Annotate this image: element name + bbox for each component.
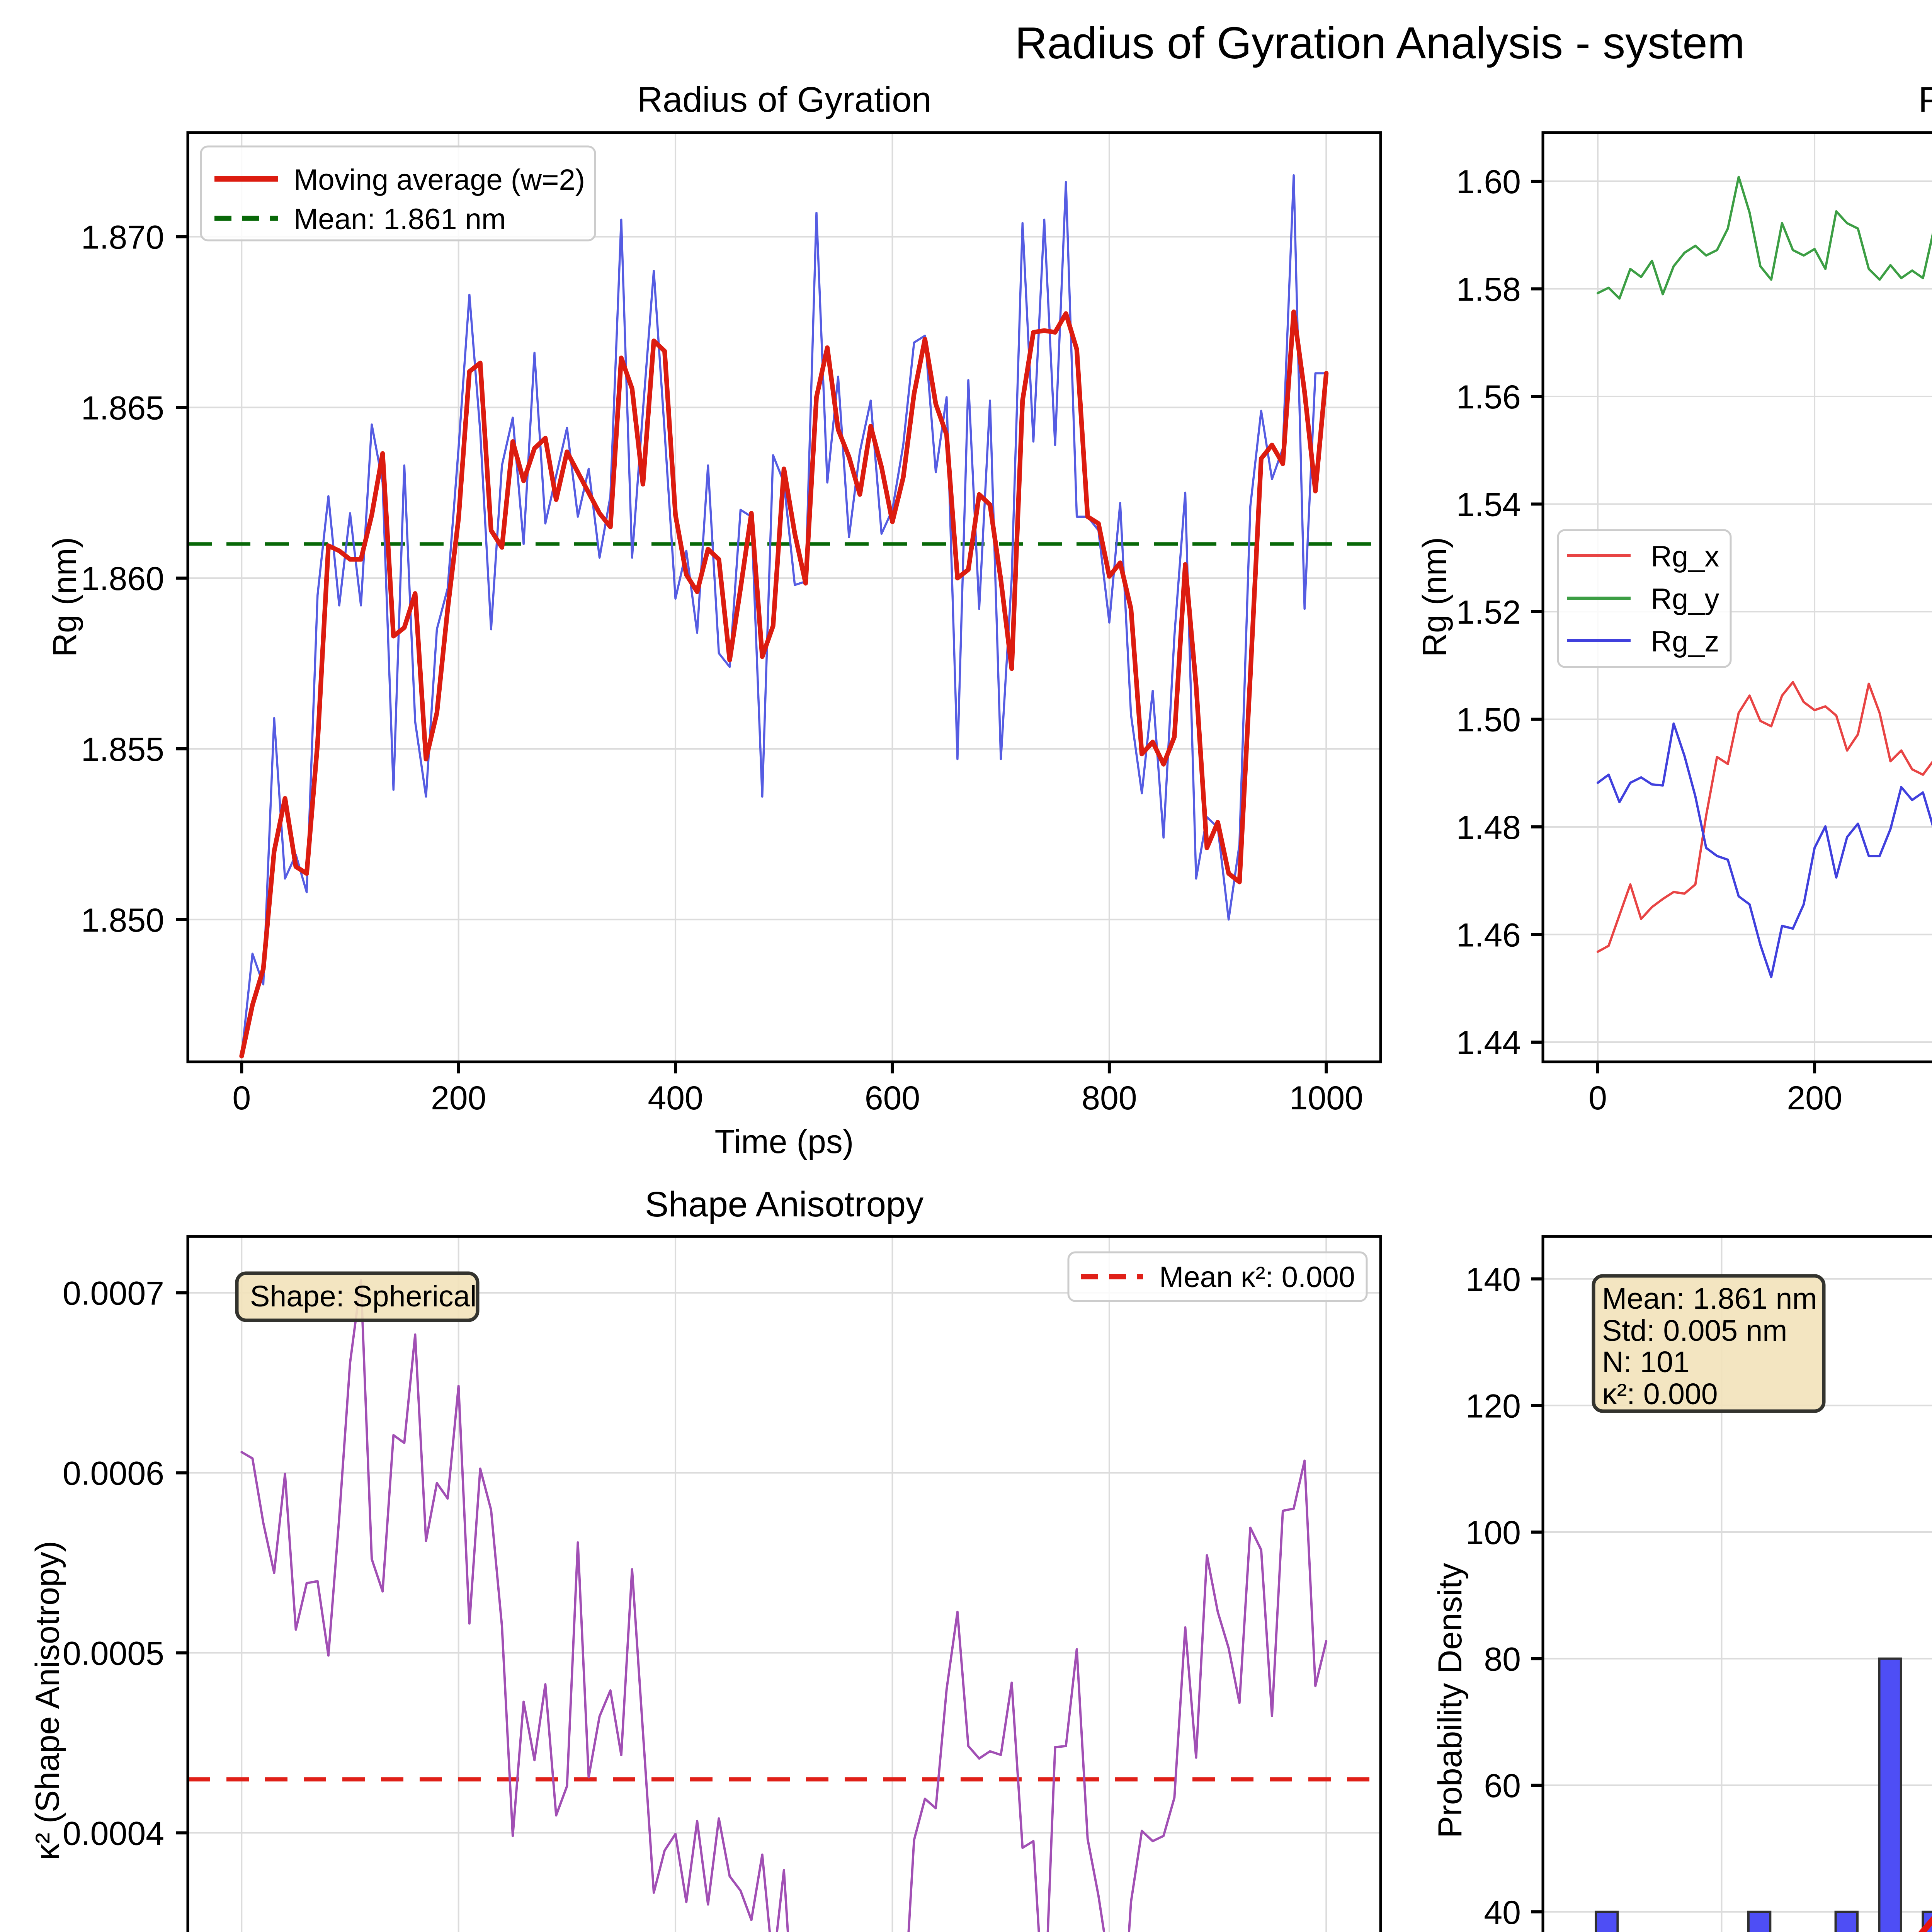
- svg-text:60: 60: [1484, 1767, 1521, 1804]
- svg-text:1.870: 1.870: [81, 219, 164, 256]
- svg-text:100: 100: [1466, 1514, 1521, 1551]
- svg-text:1.850: 1.850: [81, 902, 164, 939]
- svg-text:40: 40: [1484, 1894, 1521, 1931]
- svg-text:200: 200: [1787, 1080, 1842, 1117]
- svg-text:200: 200: [431, 1080, 486, 1117]
- svg-text:1.44: 1.44: [1456, 1024, 1521, 1061]
- svg-text:Rg (nm): Rg (nm): [46, 537, 83, 657]
- svg-text:800: 800: [1082, 1080, 1137, 1117]
- svg-text:0: 0: [232, 1080, 251, 1117]
- svg-text:1.860: 1.860: [81, 560, 164, 597]
- svg-text:κ²: 0.000: κ²: 0.000: [1602, 1378, 1718, 1411]
- svg-text:Shape Anisotropy: Shape Anisotropy: [645, 1185, 923, 1224]
- svg-text:1.50: 1.50: [1456, 702, 1521, 739]
- svg-text:1.58: 1.58: [1456, 271, 1521, 308]
- svg-text:Mean κ²: 0.000: Mean κ²: 0.000: [1159, 1261, 1355, 1294]
- svg-text:1.865: 1.865: [81, 389, 164, 427]
- svg-text:1.855: 1.855: [81, 731, 164, 768]
- svg-text:1.54: 1.54: [1456, 486, 1521, 524]
- svg-text:N: 101: N: 101: [1602, 1345, 1690, 1379]
- svg-text:1000: 1000: [1289, 1080, 1363, 1117]
- svg-text:0.0006: 0.0006: [63, 1455, 164, 1492]
- svg-text:Radius of Gyration Analysis -: Radius of Gyration Analysis - system: [1015, 18, 1745, 68]
- svg-text:Rg_z: Rg_z: [1651, 625, 1719, 658]
- svg-text:1.52: 1.52: [1456, 594, 1521, 631]
- svg-text:Probability Density: Probability Density: [1432, 1563, 1469, 1838]
- svg-text:Mean: 1.861 nm: Mean: 1.861 nm: [294, 203, 506, 236]
- svg-text:400: 400: [648, 1080, 703, 1117]
- svg-text:Radius of Gyration: Radius of Gyration: [637, 80, 932, 119]
- svg-text:1.56: 1.56: [1456, 379, 1521, 416]
- svg-text:0: 0: [1588, 1080, 1607, 1117]
- svg-text:Moving average (w=2): Moving average (w=2): [294, 163, 585, 196]
- svg-text:Std: 0.005 nm: Std: 0.005 nm: [1602, 1314, 1787, 1347]
- svg-text:140: 140: [1466, 1261, 1521, 1298]
- svg-text:1.46: 1.46: [1456, 917, 1521, 954]
- svg-text:Rg_x: Rg_x: [1651, 540, 1719, 573]
- svg-text:κ² (Shape Anisotropy): κ² (Shape Anisotropy): [29, 1541, 66, 1861]
- svg-text:120: 120: [1466, 1388, 1521, 1425]
- svg-text:Principal Components of Rg: Principal Components of Rg: [1918, 80, 1932, 119]
- svg-text:0.0007: 0.0007: [63, 1275, 164, 1312]
- svg-text:80: 80: [1484, 1641, 1521, 1678]
- svg-text:Rg_y: Rg_y: [1651, 583, 1719, 616]
- svg-text:0.0005: 0.0005: [63, 1635, 164, 1672]
- svg-text:600: 600: [865, 1080, 920, 1117]
- svg-text:0.0004: 0.0004: [63, 1815, 164, 1852]
- svg-text:Mean: 1.861 nm: Mean: 1.861 nm: [1602, 1282, 1817, 1315]
- svg-text:Time (ps): Time (ps): [715, 1123, 854, 1160]
- svg-text:Rg (nm): Rg (nm): [1416, 537, 1453, 657]
- svg-text:1.60: 1.60: [1456, 163, 1521, 201]
- svg-text:1.48: 1.48: [1456, 809, 1521, 846]
- svg-text:Shape: Spherical: Shape: Spherical: [250, 1280, 476, 1313]
